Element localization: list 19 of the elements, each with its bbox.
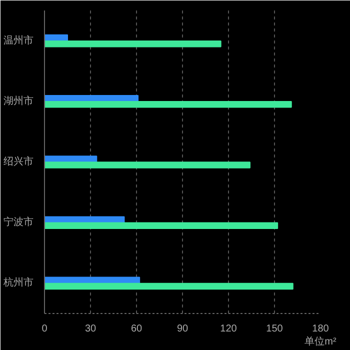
bar [44, 222, 278, 230]
x-tick-label: 0 [42, 324, 48, 334]
y-tick-label: 温州市 [4, 34, 34, 46]
y-tick-label: 杭州市 [2, 276, 34, 289]
bar [44, 282, 294, 290]
x-axis-title: 单位m² [304, 336, 337, 348]
y-tick-label: 湖州市 [4, 94, 34, 107]
x-tick-label: 150 [266, 324, 284, 334]
bar [44, 101, 292, 108]
bar [44, 162, 250, 168]
x-tick-label: 120 [220, 324, 238, 334]
x-tick-label: 90 [176, 324, 188, 334]
y-tick-label: 绍兴市 [4, 156, 34, 168]
bar [44, 40, 222, 48]
y-tick-label: 宁波市 [4, 216, 34, 228]
bar [44, 216, 125, 223]
x-tick-label: 60 [130, 324, 142, 334]
x-tick-label: 30 [84, 324, 96, 334]
x-tick-label: 180 [312, 324, 330, 334]
